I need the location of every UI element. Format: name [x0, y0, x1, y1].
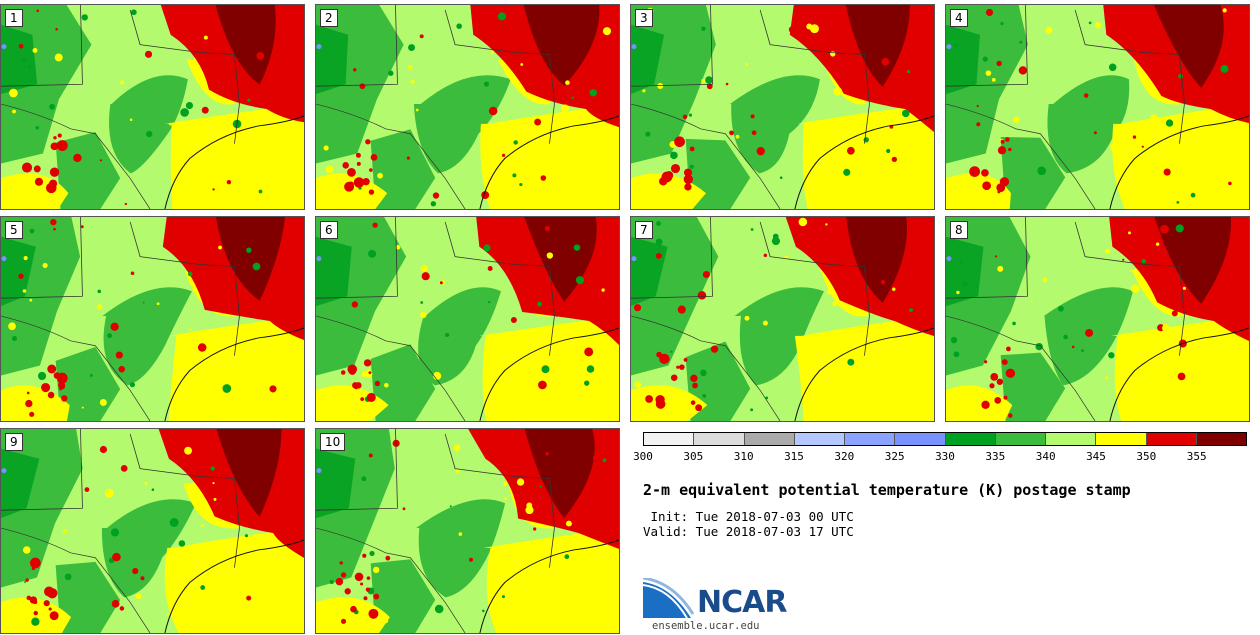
member-number-badge: 10 [320, 433, 346, 451]
member-number-badge: 9 [5, 433, 23, 451]
map-panel [1, 429, 304, 633]
map-panel [946, 5, 1249, 209]
colorbar-tick-label: 345 [1086, 450, 1106, 463]
logo-url: ensemble.ucar.edu [652, 620, 760, 632]
colorbar-tick-label: 320 [834, 450, 855, 463]
map-panel [1, 217, 304, 421]
colorbar-segment [794, 433, 845, 445]
member-panel: 1 [0, 4, 305, 210]
member-panel: 4 [945, 4, 1250, 210]
colorbar-segment [895, 433, 946, 445]
member-number-badge: 6 [320, 221, 338, 239]
member-panel: 5 [0, 216, 305, 422]
colorbar-segment [694, 433, 745, 445]
colorbar-tick-label: 340 [1035, 450, 1056, 463]
init-time: Init: Tue 2018-07-03 00 UTC [643, 509, 854, 524]
valid-time: Valid: Tue 2018-07-03 17 UTC [643, 524, 854, 539]
map-panel [316, 5, 619, 209]
map-panel [946, 217, 1249, 421]
member-number-badge: 1 [5, 9, 23, 27]
member-number-badge: 2 [320, 9, 338, 27]
member-panel: 7 [630, 216, 935, 422]
colorbar-tick-label: 315 [784, 450, 804, 463]
colorbar-tick-label: 330 [935, 450, 955, 463]
colorbar [643, 432, 1247, 446]
ncar-logo-text: NCAR [697, 585, 787, 620]
member-panel: 2 [315, 4, 620, 210]
colorbar-tick-label: 335 [985, 450, 1006, 463]
colorbar-segment [1196, 433, 1246, 445]
map-panel [316, 217, 619, 421]
colorbar-segment [995, 433, 1046, 445]
colorbar-ticks: 300 305 310 315 320 325 330 335 340 345 350 355 [633, 450, 1247, 464]
map-panel [316, 429, 619, 633]
colorbar-segment [744, 433, 795, 445]
member-number-badge: 7 [635, 221, 653, 239]
member-number-badge: 5 [5, 221, 23, 239]
member-panel: 10 [315, 428, 620, 634]
member-number-badge: 4 [950, 9, 968, 27]
colorbar-segment [945, 433, 996, 445]
stamp-title: 2-m equivalent potential temperature (K)… [643, 481, 1131, 499]
member-panel: 3 [630, 4, 935, 210]
map-panel [631, 217, 934, 421]
colorbar-tick-label: 325 [884, 450, 905, 463]
colorbar-tick-label: 355 [1186, 450, 1207, 463]
member-panel: 8 [945, 216, 1250, 422]
colorbar-segment [1096, 433, 1147, 445]
member-panel: 9 [0, 428, 305, 634]
map-panel [1, 5, 304, 209]
colorbar-segment [644, 433, 695, 445]
colorbar-tick-label: 310 [733, 450, 754, 463]
colorbar-tick-label: 350 [1136, 450, 1157, 463]
ncar-logo-icon [643, 578, 695, 619]
member-number-badge: 3 [635, 9, 653, 27]
member-panel: 6 [315, 216, 620, 422]
colorbar-segment [1046, 433, 1097, 445]
map-panel [631, 5, 934, 209]
colorbar-tick-label: 300 [633, 450, 653, 463]
colorbar-tick-label: 305 [683, 450, 704, 463]
colorbar-segment [845, 433, 896, 445]
colorbar-segment [1146, 433, 1197, 445]
member-number-badge: 8 [950, 221, 968, 239]
